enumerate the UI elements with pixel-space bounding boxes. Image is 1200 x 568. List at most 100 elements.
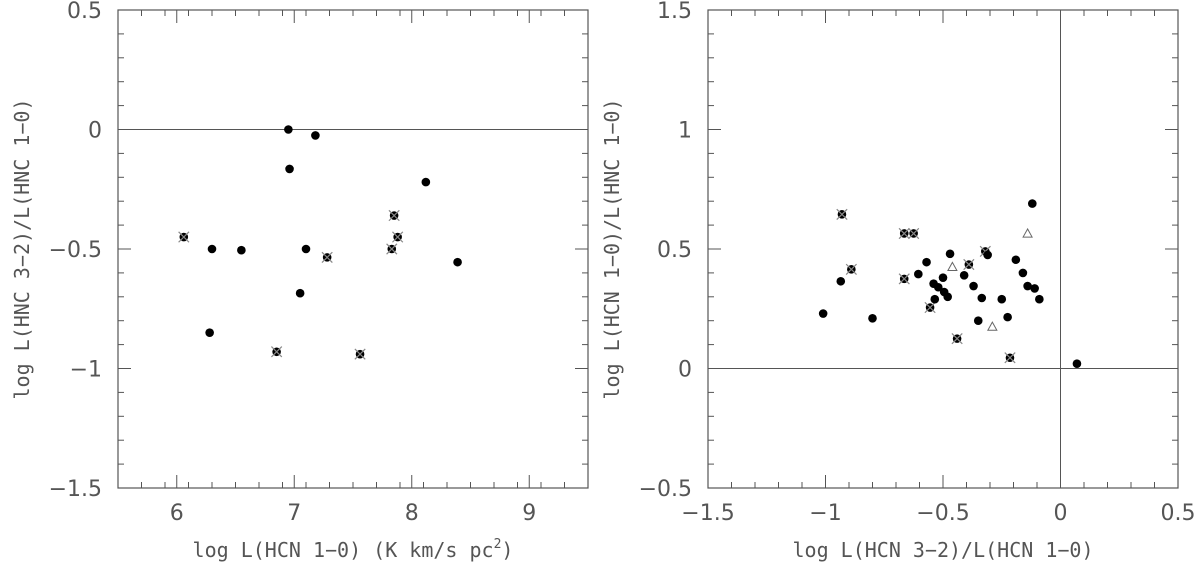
point-cross (1004, 352, 1016, 364)
point-dot (295, 288, 305, 298)
data-point-marked (951, 333, 963, 345)
y-axis-label: log L(HNC 3−2)/L(HNC 1−0) (10, 98, 34, 399)
data-point (818, 309, 828, 318)
data-point-marked (898, 273, 910, 285)
point-cross (388, 209, 400, 222)
data-point (311, 131, 320, 140)
plot-frame (707, 9, 1179, 489)
data-point (969, 281, 978, 291)
data-point-marked (845, 263, 857, 275)
y-tick-label: 0 (88, 119, 102, 144)
y-tick-label: 0 (678, 358, 692, 383)
point-dot (934, 282, 943, 292)
x-tick-label: 6 (170, 501, 184, 526)
point-dot (284, 125, 293, 134)
point-cross (178, 231, 190, 243)
point-dot (997, 294, 1007, 304)
data-point (421, 177, 431, 187)
point-dot (285, 164, 294, 174)
data-point (934, 282, 943, 292)
data-point-marked (836, 208, 848, 220)
point-cross (898, 273, 910, 285)
y-tick-label: −1 (70, 358, 102, 383)
point-dot (301, 244, 311, 254)
scatter-panel-1: 6 7 8 9 −1.5 −1 −0.5 0 0.5 log L(HCN 1−0) (K km/s… (10, 0, 589, 562)
y-tick-label: 1.5 (657, 0, 692, 24)
point-cross (836, 208, 848, 220)
data-point (943, 292, 952, 302)
data-point (997, 294, 1007, 304)
x-axis-label: log L(HCN 1−0) (K km/s pc2) (193, 537, 514, 562)
y-axis-label: log L(HCN 1−0)/L(HNC 1−0) (600, 98, 624, 399)
data-point-triangle (947, 261, 958, 272)
point-dot (1028, 199, 1037, 208)
data-point (977, 293, 987, 303)
x-tick-label: 7 (287, 501, 301, 526)
data-point-marked (392, 231, 404, 243)
point-dot (930, 294, 940, 304)
point-cross (392, 231, 404, 243)
scatter-panel-2: −1.5 −1 −0.5 0 0.5 −0.5 0 0.5 1 1.5 log L(HCN 3−2)… (600, 0, 1196, 562)
point-cross (271, 346, 283, 358)
point-dot (945, 249, 955, 259)
y-tick-label: 1 (678, 119, 692, 144)
point-dot (237, 245, 246, 255)
data-point-marked (178, 231, 190, 243)
x-tick-label: 0.5 (1161, 501, 1196, 526)
data-point-triangle (987, 321, 998, 331)
data-point (453, 257, 462, 267)
data-point (983, 250, 992, 260)
point-dot (868, 314, 877, 323)
data-point (1072, 359, 1082, 369)
point-cross (354, 348, 366, 360)
point-dot (1072, 359, 1082, 369)
point-dot (983, 250, 992, 260)
data-point-marked (354, 348, 366, 360)
data-point (1028, 199, 1037, 208)
point-dot (938, 273, 948, 282)
data-point-marked (386, 243, 398, 255)
point-cross (963, 258, 975, 271)
point-cross (951, 333, 963, 345)
data-point (205, 328, 214, 337)
y-tick-label: 0.5 (657, 238, 692, 263)
point-dot (207, 244, 217, 254)
data-point-marked (321, 251, 333, 263)
point-dot (959, 270, 969, 280)
y-tick-label: −0.5 (49, 238, 102, 263)
y-tick-label: 0.5 (67, 0, 102, 24)
data-point (914, 269, 923, 279)
data-point (1003, 312, 1012, 322)
point-dot (943, 292, 952, 302)
data-point (1018, 268, 1028, 278)
data-point (938, 273, 948, 282)
point-dot (1030, 284, 1039, 293)
data-point (207, 244, 217, 254)
point-dot (421, 177, 431, 187)
data-point-marked (1004, 352, 1016, 364)
x-tick-label: −0.5 (916, 501, 969, 526)
point-dot (1003, 312, 1012, 322)
data-point (1030, 284, 1039, 293)
point-dot (311, 131, 320, 140)
point-dot (922, 257, 931, 267)
x-axis-label: log L(HCN 3−2)/L(HCN 1−0) (792, 538, 1093, 562)
data-point (1035, 294, 1044, 304)
data-point (237, 245, 246, 255)
point-cross (924, 301, 936, 314)
point-dot (914, 269, 923, 279)
x-tick-label: −1 (809, 501, 841, 526)
point-dot (1018, 268, 1028, 278)
y-tick-label: −1.5 (49, 477, 102, 502)
point-cross (321, 251, 333, 263)
x-tick-label: −1.5 (681, 501, 734, 526)
data-point (295, 288, 305, 298)
data-point (284, 125, 293, 134)
data-point-marked (963, 258, 975, 271)
point-cross (386, 243, 398, 255)
y-tick-label: −0.5 (639, 477, 692, 502)
data-point (301, 244, 311, 254)
point-dot (1011, 255, 1021, 265)
data-point (945, 249, 955, 259)
